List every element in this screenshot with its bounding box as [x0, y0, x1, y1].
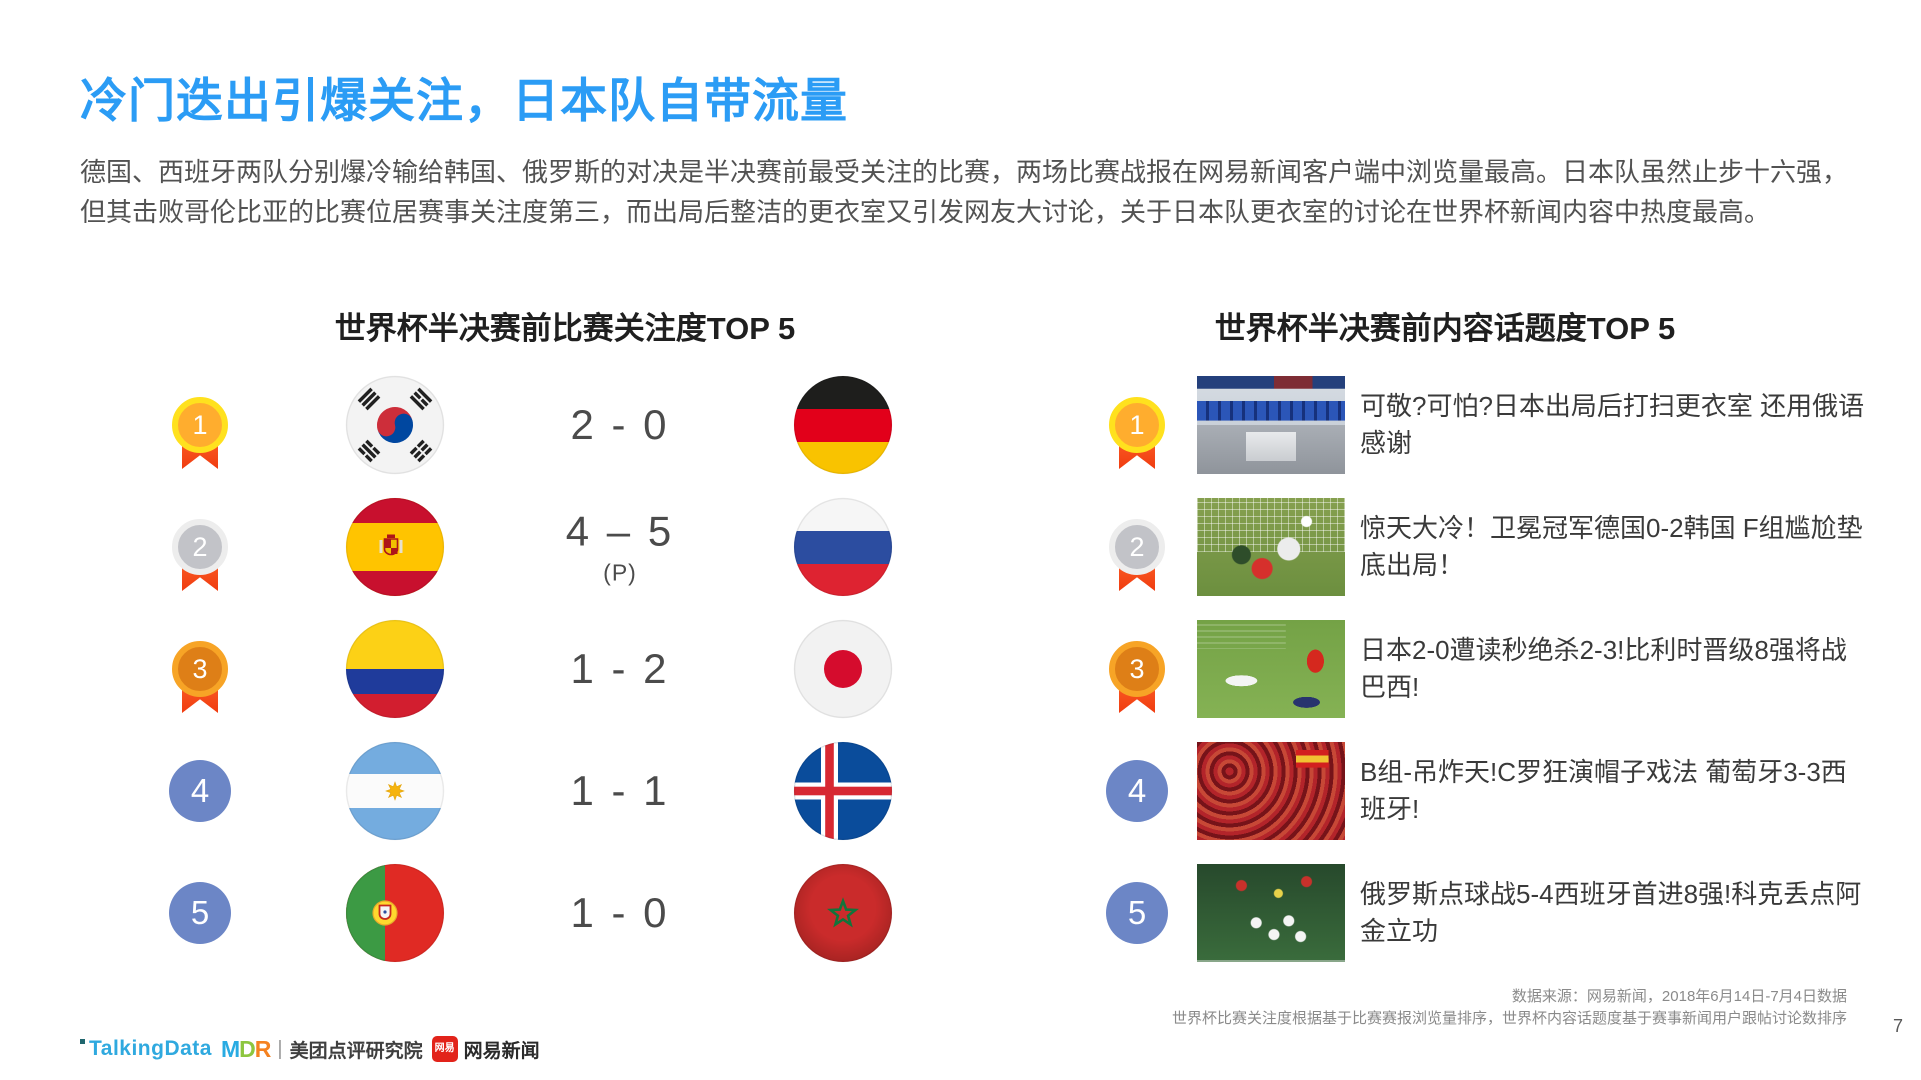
silver-medal-icon: 2 [1107, 519, 1167, 623]
flag-iceland-icon [793, 741, 893, 841]
article-thumbnail-players-down [1197, 620, 1345, 718]
logo-meituan-dianping: 美团点评研究院 [289, 1040, 423, 1062]
match-score: 1 - 1 [570, 767, 670, 814]
mdr-letter-r: R [254, 1035, 272, 1062]
flag-argentina-icon [345, 741, 445, 841]
match-score: 4 – 5 [565, 507, 675, 555]
talkingdata-mark-icon [80, 1038, 85, 1044]
intro-paragraph: 德国、西班牙两队分别爆冷输给韩国、俄罗斯的对决是半决赛前最受关注的比赛，两场比赛… [80, 157, 1849, 227]
match-score: 1 - 2 [570, 645, 670, 692]
logo-netease-news: 网易新闻 [463, 1040, 540, 1062]
topic-row-1: 1 可敬?可怕?日本出局后打扫更衣室 还用俄语感谢 [1090, 364, 1890, 486]
mdr-letter-m: M [220, 1035, 240, 1062]
topic-row-2: 2 惊天大冷！卫冕冠军德国0-2韩国 F组尴尬垫底出局！ [1090, 486, 1890, 608]
topic-row-4: 4 B组-吊炸天!C罗狂演帽子戏法 葡萄牙3-3西班牙! [1090, 730, 1890, 852]
match-row-1: 1 2 - 0 [90, 364, 920, 486]
data-source-line1: 数据来源：网易新闻，2018年6月14日-7月4日数据 [1511, 988, 1847, 1005]
match-row-2: 2 4 – 5 (P) [90, 486, 920, 608]
article-thumbnail-celebration [1197, 864, 1345, 962]
rank-number: 2 [1109, 519, 1165, 575]
data-source-note: 数据来源：网易新闻，2018年6月14日-7月4日数据 世界杯比赛关注度根据基于… [1172, 986, 1847, 1030]
rank-number: 1 [1109, 397, 1165, 453]
mdr-letter-d: D [239, 1035, 256, 1062]
attention-ranking-list: 1 2 - 0 [90, 364, 920, 974]
match-row-4: 4 1 - 1 [90, 730, 920, 852]
logo-mdr: MDR [220, 1035, 272, 1063]
attention-panel-title: 世界杯半决赛前比赛关注度TOP 5 [334, 311, 796, 346]
topic-panel-title: 世界杯半决赛前内容话题度TOP 5 [1214, 311, 1676, 346]
rank-badge: 5 [1106, 882, 1168, 944]
rank-number: 1 [172, 397, 228, 453]
rank-badge: 5 [169, 882, 231, 944]
article-thumbnail-fans-crowd [1197, 742, 1345, 840]
penalty-note: (P) [603, 559, 637, 586]
rank-badge: 4 [1106, 760, 1168, 822]
match-score-wrap: 1 - 1 [440, 767, 800, 815]
flag-germany-icon [793, 375, 893, 475]
article-headline: 惊天大冷！卫冕冠军德国0-2韩国 F组尴尬垫底出局！ [1360, 513, 1863, 580]
flag-colombia-icon [345, 619, 445, 719]
topic-row-3: 3 日本2-0遭读秒绝杀2-3!比利时晋级8强将战巴西! [1090, 608, 1890, 730]
match-score-wrap: 4 – 5 (P) [440, 508, 800, 587]
logo-bar: TalkingData MDR | 美团点评研究院 网易 网易新闻 [80, 1034, 540, 1064]
logo-talkingdata: TalkingData [89, 1037, 212, 1060]
topic-row-5: 5 俄罗斯点球战5-4西班牙首进8强!科克丢点阿金立功 [1090, 852, 1890, 974]
rank-badge: 4 [169, 760, 231, 822]
article-headline: 可敬?可怕?日本出局后打扫更衣室 还用俄语感谢 [1360, 391, 1865, 458]
gold-medal-icon: 1 [170, 397, 230, 501]
article-thumbnail-goal-scene [1197, 498, 1345, 596]
rank-number: 3 [1109, 641, 1165, 697]
rank-number: 2 [172, 519, 228, 575]
match-score-wrap: 1 - 0 [440, 889, 800, 937]
article-headline: B组-吊炸天!C罗狂演帽子戏法 葡萄牙3-3西班牙! [1360, 757, 1847, 824]
match-score-wrap: 1 - 2 [440, 645, 800, 693]
match-row-3: 3 1 - 2 [90, 608, 920, 730]
match-row-5: 5 1 - 0 [90, 852, 920, 974]
article-thumbnail-locker-room [1197, 376, 1345, 474]
gold-medal-icon: 1 [1107, 397, 1167, 501]
netease-badge-icon: 网易 [431, 1036, 458, 1062]
match-score: 2 - 0 [570, 401, 670, 448]
article-headline: 俄罗斯点球战5-4西班牙首进8强!科克丢点阿金立功 [1360, 879, 1862, 946]
rank-number: 3 [172, 641, 228, 697]
flag-portugal-icon [345, 863, 445, 963]
flag-japan-icon [793, 619, 893, 719]
bronze-medal-icon: 3 [170, 641, 230, 745]
silver-medal-icon: 2 [170, 519, 230, 623]
flag-spain-icon [345, 497, 445, 597]
logo-separator: | [277, 1037, 283, 1060]
flag-morocco-icon [793, 863, 893, 963]
flag-russia-icon [793, 497, 893, 597]
flag-south-korea-icon [345, 375, 445, 475]
match-score-wrap: 2 - 0 [440, 401, 800, 449]
bronze-medal-icon: 3 [1107, 641, 1167, 745]
page-number: 7 [1892, 1016, 1903, 1036]
topic-ranking-list: 1 可敬?可怕?日本出局后打扫更衣室 还用俄语感谢 2 惊天大冷！卫冕冠军德国0… [1090, 364, 1890, 974]
article-headline: 日本2-0遭读秒绝杀2-3!比利时晋级8强将战巴西! [1360, 635, 1847, 702]
page-title: 冷门迭出引爆关注，日本队自带流量 [80, 74, 848, 127]
match-score: 1 - 0 [570, 889, 670, 936]
data-source-line2: 世界杯比赛关注度根据基于比赛赛报浏览量排序，世界杯内容话题度基于赛事新闻用户跟帖… [1171, 1010, 1847, 1027]
